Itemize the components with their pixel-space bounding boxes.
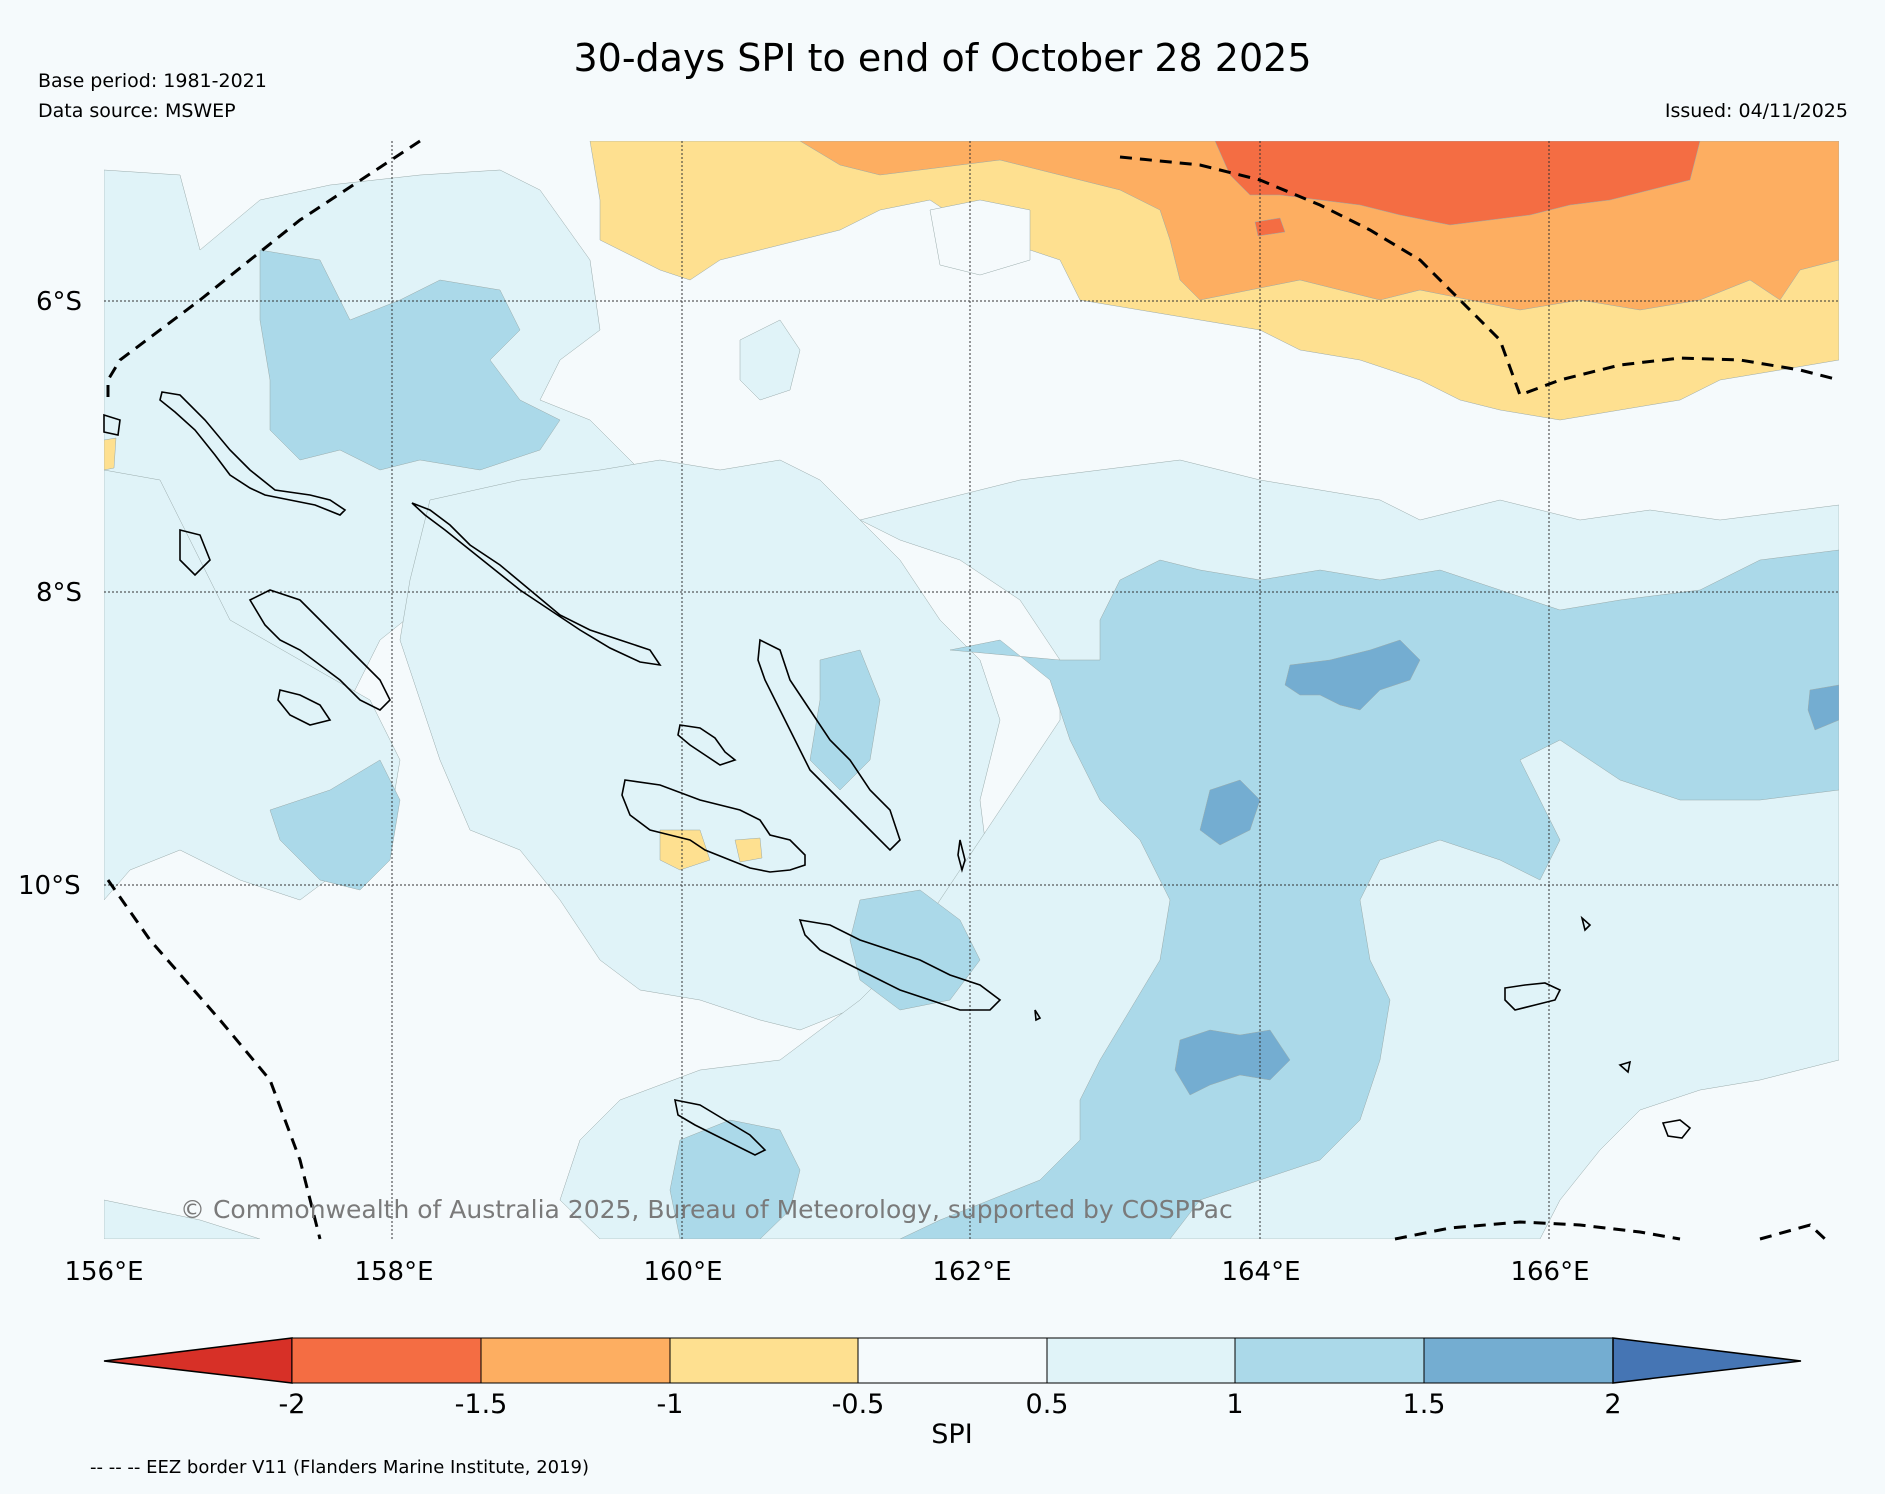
spi-region-neg0.5-0.5: [929, 199, 1031, 276]
lat-label: 10°S: [18, 871, 81, 901]
santa-cruz-island: [1504, 982, 1562, 1011]
florida-islands: [677, 724, 737, 766]
spi-region-1.5-2: [1807, 684, 1839, 731]
colorbar-tick: -0.5: [832, 1389, 885, 1420]
colorbar-tick: -1.5: [455, 1389, 508, 1420]
eez-footnote: -- -- -- EEZ border V11 (Flanders Marine…: [90, 1457, 590, 1478]
malaita-island: [798, 918, 1002, 1011]
vella-lavella-island: [179, 528, 211, 577]
map-field: [104, 141, 1839, 1239]
colorbar-segment: [480, 1337, 671, 1384]
colorbar-extend-high: [1612, 1337, 1802, 1384]
makira-island: [673, 1098, 767, 1156]
guadalcanal-island: [621, 779, 806, 873]
colorbar-segment: [1423, 1337, 1614, 1384]
spi-region-1.5-2: [1284, 639, 1421, 711]
colorbar-tick: -2: [279, 1389, 306, 1420]
base-period: Base period: 1981-2021: [38, 70, 267, 92]
lat-label: 6°S: [36, 287, 82, 317]
choiseul-island: [411, 502, 662, 667]
spi-region-1-1.5: [809, 649, 881, 791]
colorbar-title: SPI: [931, 1419, 972, 1450]
colorbar-tick: 1: [1226, 1389, 1243, 1420]
colorbar-ticks: -2 -1.5 -1 -0.5 0.5 1 1.5 2 SPI: [279, 1389, 1622, 1450]
spi-region-0.5-1: [739, 319, 801, 401]
spi-region-1-1.5: [259, 249, 561, 471]
colorbar-segment: [1046, 1337, 1236, 1384]
spi-region-1.5-2: [1199, 779, 1261, 846]
spi-region-0.5-1: [104, 1199, 261, 1239]
vanikoro-island: [1661, 1119, 1692, 1139]
lat-label: 8°S: [36, 578, 82, 608]
issued-date: Issued: 04/11/2025: [1664, 100, 1848, 122]
colorbar: [103, 1337, 1802, 1384]
colorbar-tick: 2: [1604, 1389, 1621, 1420]
colorbar-segment: [857, 1337, 1048, 1384]
rendova-island: [277, 689, 332, 726]
colorbar-tick: 1.5: [1403, 1389, 1446, 1420]
spi-region-1-1.5: [899, 549, 1839, 1239]
bougainville-island: [159, 391, 347, 516]
small-island: [1580, 915, 1592, 932]
spi-region-1-1.5: [849, 889, 981, 1011]
spi-region-neg1-neg0.5: [734, 837, 763, 863]
data-source: Data source: MSWEP: [38, 100, 236, 122]
spi-region-1-1.5: [269, 759, 401, 891]
colorbar-extend-low: [103, 1337, 293, 1384]
colorbar-segment: [1234, 1337, 1425, 1384]
copyright-notice: © Commonwealth of Australia 2025, Bureau…: [180, 1195, 1233, 1224]
spi-region-neg2-neg1.5: [1214, 141, 1701, 226]
gridlines: [104, 141, 1839, 1239]
lon-label: 156°E: [64, 1257, 143, 1287]
lon-label: 160°E: [643, 1257, 722, 1287]
colorbar-segment: [291, 1337, 482, 1384]
santa-isabel-island: [757, 638, 901, 852]
small-island: [1034, 1009, 1042, 1022]
new-georgia-island: [248, 589, 391, 711]
latitude-labels: 6°S 8°S 10°S: [18, 287, 82, 901]
spi-region-1.5-2: [1174, 1029, 1291, 1096]
eez-borders: [106, 139, 1840, 1241]
longitude-labels: 156°E 158°E 160°E 162°E 164°E 166°E: [64, 1257, 1589, 1287]
lon-label: 158°E: [354, 1257, 433, 1287]
spi-region-neg1-neg0.5: [104, 437, 117, 471]
colorbar-tick: -1: [657, 1389, 684, 1420]
lon-label: 162°E: [932, 1257, 1011, 1287]
lon-label: 164°E: [1221, 1257, 1300, 1287]
spi-region-neg2-neg1.5: [1254, 217, 1286, 237]
coastlines: [103, 391, 1692, 1156]
small-island: [103, 413, 121, 436]
spi-region-neg1-neg0.5: [659, 829, 711, 871]
lon-label: 166°E: [1510, 1257, 1589, 1287]
map-title: 30-days SPI to end of October 28 2025: [573, 36, 1312, 80]
colorbar-tick: 0.5: [1026, 1389, 1069, 1420]
small-island: [957, 839, 966, 873]
colorbar-segment: [669, 1337, 859, 1384]
utupua-island: [1618, 1060, 1632, 1074]
spi-region-1-1.5: [669, 1119, 801, 1239]
